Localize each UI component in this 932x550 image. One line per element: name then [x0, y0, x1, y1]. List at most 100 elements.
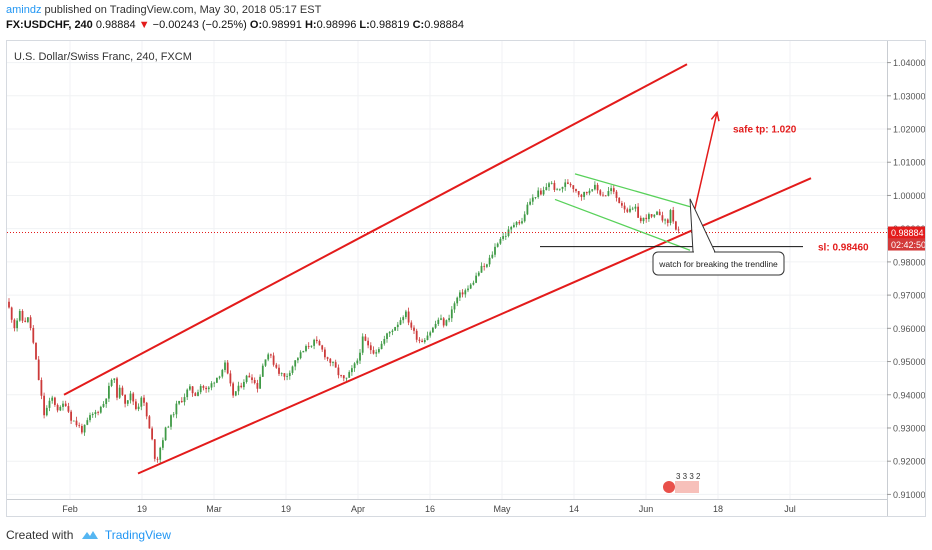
candle-body [615, 191, 618, 198]
tradingview-link[interactable]: TradingView [104, 528, 171, 542]
candle-body [564, 182, 567, 187]
tradingview-logo-icon [81, 531, 98, 539]
candle-body [197, 392, 199, 396]
candle-body [531, 197, 534, 202]
symbol-label[interactable]: FX:USDCHF, 240 [6, 19, 93, 31]
candle-body [116, 378, 118, 398]
candle-body [445, 320, 448, 326]
candle-body [456, 297, 459, 304]
candle-body [313, 339, 315, 346]
created-with: Created with TradingView [6, 528, 171, 542]
candles [8, 179, 680, 464]
candle-body [70, 411, 72, 421]
candle-body [29, 317, 32, 329]
time-axis[interactable]: Feb 19 Mar 19 Apr 16 May 14 Jun 18 Jul [7, 499, 887, 515]
candle-body [410, 322, 413, 328]
candle-body [186, 389, 189, 398]
candle-body [666, 219, 669, 223]
candle-body [337, 367, 340, 376]
candle-body [118, 387, 121, 398]
candle-body [267, 354, 270, 360]
candle-body [275, 364, 278, 368]
countdown-label: 02:42:50 [891, 240, 925, 250]
candle-body [121, 387, 124, 395]
price-axis[interactable]: 1.040001.030001.020001.010001.000000.990… [887, 41, 925, 516]
candle-body [175, 403, 178, 415]
candle-body [629, 208, 631, 212]
candle-body [426, 335, 429, 340]
candle-body [542, 190, 545, 195]
candle-body [375, 352, 378, 354]
low-label: L: [359, 19, 370, 31]
candle-body [515, 221, 518, 225]
candle-body [48, 400, 51, 408]
candle-body [453, 303, 456, 310]
candle-body [588, 190, 591, 194]
candle-body [315, 339, 318, 342]
candle-body [572, 185, 575, 190]
candle-body [37, 359, 40, 381]
candle-body [62, 403, 64, 407]
target-label: safe tp: 1.020 [733, 124, 797, 135]
candle-body [307, 346, 310, 347]
candle-body [310, 345, 313, 347]
candle-body [213, 382, 216, 384]
candle-body [27, 317, 29, 322]
candle-body [126, 400, 129, 404]
candle-body [529, 201, 531, 205]
candle-body [639, 217, 642, 222]
price-tick-label: 0.93000 [893, 423, 925, 433]
candle-body [54, 397, 56, 405]
chart-frame[interactable]: safe tp: 1.020 sl: 0.98460 watch for break… [6, 40, 926, 517]
events-badge[interactable]: 3 3 3 2 [676, 472, 701, 481]
candle-body [653, 214, 656, 217]
event-flag-icon[interactable] [663, 481, 675, 493]
candle-body [232, 383, 234, 396]
candle-body [496, 243, 499, 247]
candle-body [545, 187, 548, 191]
price-tick-label: 1.02000 [893, 125, 925, 135]
candle-body [488, 257, 491, 265]
candle-body [378, 349, 380, 353]
candle-body [645, 217, 648, 220]
candle-body [604, 195, 607, 197]
candle-body [105, 398, 108, 404]
candle-body [567, 182, 569, 184]
author-link[interactable]: amindz [6, 4, 42, 16]
price-chart[interactable]: safe tp: 1.020 sl: 0.98460 watch for break… [7, 41, 925, 516]
flag-top-line [574, 173, 696, 209]
candle-body [405, 311, 407, 318]
candle-body [191, 386, 194, 394]
candle-body [218, 376, 221, 378]
candle-body [272, 355, 275, 365]
candle-body [621, 203, 623, 206]
candle-body [642, 217, 645, 222]
time-tick-label: Feb [62, 504, 78, 514]
candle-body [97, 412, 99, 413]
flag-bottom-line [554, 198, 691, 251]
price-tick-label: 0.96000 [893, 324, 925, 334]
candle-body [18, 311, 21, 321]
open-label: O: [249, 19, 263, 31]
candle-body [434, 323, 437, 328]
candle-body [334, 362, 337, 368]
candle-body [240, 385, 243, 388]
candle-body [162, 440, 164, 448]
callout-box [652, 251, 785, 276]
candle-body [243, 381, 245, 388]
time-tick-label: 14 [569, 504, 579, 514]
candle-body [521, 221, 523, 224]
candle-body [151, 428, 153, 440]
candle-body [302, 351, 305, 353]
candle-body [513, 224, 515, 228]
price-tick-label: 1.00000 [893, 191, 925, 201]
candle-body [504, 235, 507, 237]
candle-body [583, 191, 585, 197]
candle-body [372, 350, 375, 354]
candle-body [259, 376, 261, 389]
candle-body [234, 391, 237, 396]
candle-body [8, 301, 10, 308]
annotations: safe tp: 1.020 sl: 0.98460 watch for break… [652, 124, 869, 493]
candle-body [475, 275, 477, 283]
candle-body [561, 186, 564, 189]
